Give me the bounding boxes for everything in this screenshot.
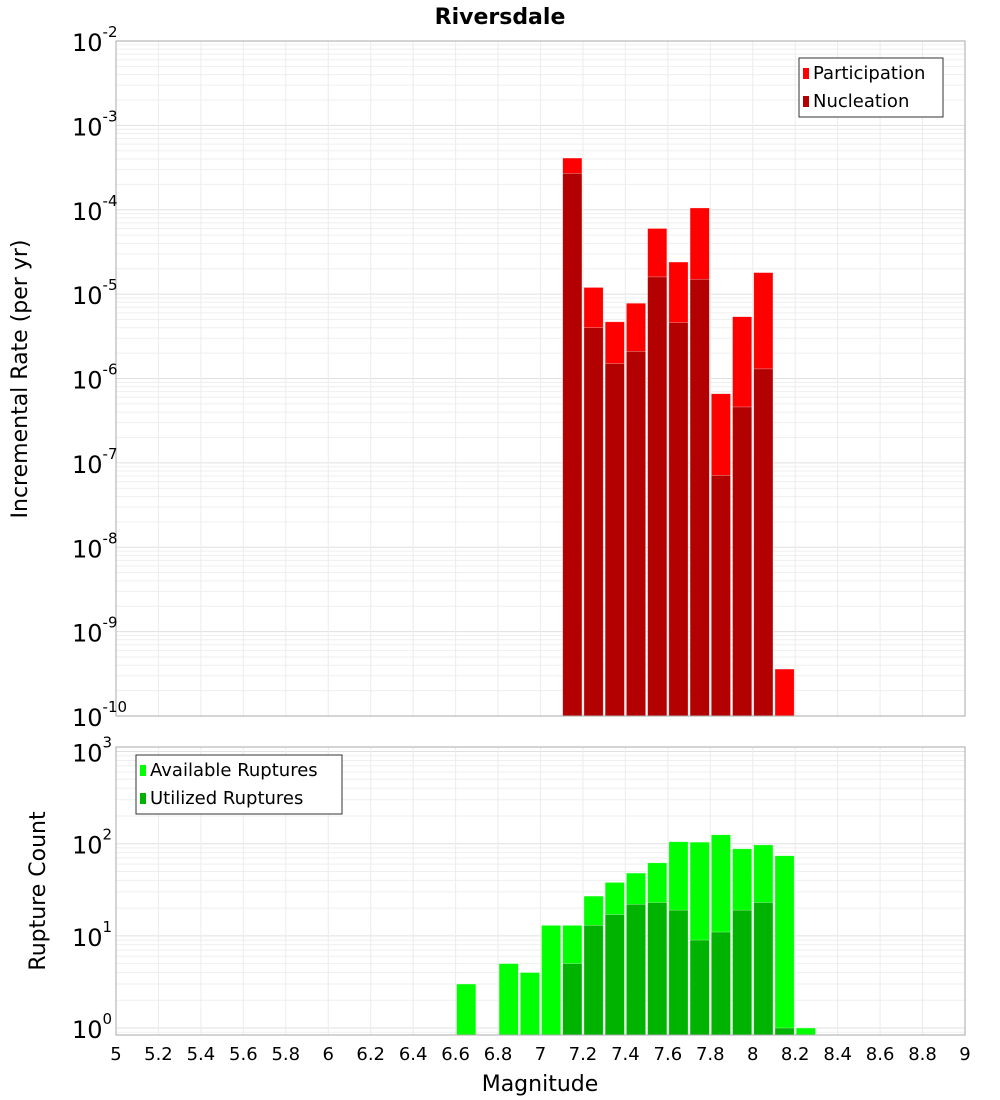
bar-nucleation [753, 368, 774, 717]
y-tick-label: 10-9 [72, 614, 118, 648]
bar-nucleation [647, 276, 668, 717]
x-tick-label: 5 [110, 1044, 121, 1065]
x-tick-label: 8.6 [866, 1044, 895, 1065]
bar-available-ruptures [541, 925, 562, 1036]
x-tick-label: 9 [959, 1044, 970, 1065]
bar-nucleation [689, 278, 710, 717]
plot-border [115, 746, 966, 1036]
legend-box [135, 754, 343, 815]
y-tick-label: 10-6 [72, 361, 118, 395]
x-tick-label: 5.2 [144, 1044, 173, 1065]
x-tick-label: 5.4 [187, 1044, 216, 1065]
rupture-count-plot: 100 101 102 103 5 5.2 5.4 5.6 5.8 6 6.2 6.4 6.6 6.8 7 7… [72, 734, 971, 1065]
x-tick-label: 7.4 [611, 1044, 640, 1065]
bar-nucleation [732, 406, 753, 717]
bar-utilized-ruptures [626, 904, 646, 1036]
bar-utilized-ruptures [562, 963, 583, 1036]
x-tick-label: 5.8 [271, 1044, 300, 1065]
bar-utilized-ruptures [753, 902, 774, 1036]
plot-border [115, 40, 966, 717]
bar-utilized-ruptures [774, 1027, 795, 1036]
legend-swatch [803, 68, 809, 79]
chart-title: Riversdale [435, 5, 566, 30]
bar-available-ruptures [519, 972, 540, 1036]
top-y-axis-label: Incremental Rate (per yr) [8, 240, 33, 519]
bar-utilized-ruptures [604, 914, 625, 1036]
bar-nucleation [604, 363, 625, 717]
x-tick-label: 7.8 [696, 1044, 725, 1065]
bar-utilized-ruptures [583, 925, 604, 1036]
x-tick-label: 8.4 [823, 1044, 852, 1065]
legend-label: Participation [813, 63, 925, 84]
bar-nucleation [562, 173, 583, 717]
bar-utilized-ruptures [689, 939, 710, 1036]
legend-swatch [140, 765, 146, 776]
bar-nucleation [710, 475, 731, 717]
x-tick-label: 7 [535, 1044, 546, 1065]
y-tick-label: 103 [72, 734, 112, 768]
y-tick-label: 100 [72, 1010, 112, 1044]
bar-available-ruptures [795, 1027, 816, 1036]
bar-utilized-ruptures [710, 931, 731, 1036]
x-tick-label: 6.4 [399, 1044, 428, 1065]
bar-available-ruptures [498, 963, 519, 1036]
bar-available-ruptures [774, 855, 795, 1036]
y-tick-label: 10-5 [72, 276, 118, 310]
x-tick-label: 6.8 [484, 1044, 513, 1065]
x-tick-label: 7.2 [569, 1044, 598, 1065]
y-tick-label: 10-3 [72, 107, 118, 141]
legend-box [798, 57, 944, 118]
bar-nucleation [626, 351, 646, 717]
x-tick-label: 6.6 [441, 1044, 470, 1065]
y-tick-label: 10-4 [72, 192, 118, 226]
bottom-y-axis-label: Rupture Count [26, 811, 51, 971]
legend-swatch [803, 96, 809, 107]
bar-nucleation [668, 322, 689, 717]
bar-utilized-ruptures [647, 902, 668, 1036]
x-tick-label: 5.6 [229, 1044, 258, 1065]
bar-utilized-ruptures [668, 909, 689, 1036]
x-tick-label: 8 [747, 1044, 758, 1065]
bar-nucleation [583, 327, 604, 717]
bar-utilized-ruptures [732, 909, 753, 1036]
x-tick-label: 6 [323, 1044, 334, 1065]
x-tick-label: 7.6 [654, 1044, 683, 1065]
bar-available-ruptures [456, 983, 477, 1036]
y-tick-label: 101 [72, 918, 112, 952]
bar-participation [774, 668, 795, 717]
y-tick-label: 102 [72, 826, 112, 860]
legend: Available Ruptures Utilized Ruptures [135, 754, 343, 815]
x-tick-label: 6.2 [356, 1044, 385, 1065]
rate-plot: 10-10 10-9 10-8 10-7 10-6 10-5 10-4 10-3 10-2 Par… [72, 23, 966, 732]
y-tick-label: 10-7 [72, 445, 118, 479]
legend-swatch [140, 793, 146, 804]
legend-label: Nucleation [813, 91, 909, 112]
y-tick-label: 10-2 [72, 23, 118, 57]
legend: Participation Nucleation [798, 57, 944, 118]
x-tick-label: 8.8 [908, 1044, 937, 1065]
legend-label: Available Ruptures [150, 760, 318, 781]
y-tick-label: 10-8 [72, 529, 118, 563]
legend-label: Utilized Ruptures [150, 788, 303, 809]
y-tick-label: 10-10 [72, 698, 127, 732]
x-axis-label: Magnitude [482, 1072, 599, 1097]
x-tick-label: 8.2 [781, 1044, 810, 1065]
